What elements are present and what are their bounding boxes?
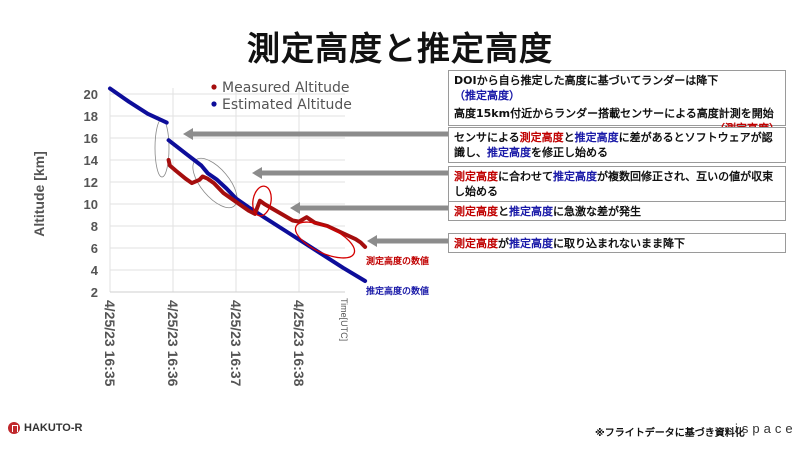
highlight-ellipse-gap xyxy=(252,185,272,217)
page-title: 測定高度と推定高度 xyxy=(247,29,553,68)
callout-text: 高度15km付近からランダー搭載センサーによる高度計測を開始 xyxy=(454,107,774,120)
arrow-head-icon xyxy=(367,235,377,247)
chart-axes: 2 4 6 8 10 12 14 16 18 20 4/25/23 16:35 4/25/23 16:… xyxy=(84,87,349,387)
callout-highlight-measured: 測定高度 xyxy=(454,170,498,183)
measured-altitude-line xyxy=(166,158,368,249)
callout-highlight-measured: 測定高度 xyxy=(454,205,498,218)
y-tick-label: 14 xyxy=(84,153,99,168)
callout-text: が xyxy=(498,237,509,250)
y-tick-label: 18 xyxy=(84,109,98,124)
callout-text: と xyxy=(498,205,509,218)
y-axis-label: Altitude [km] xyxy=(31,151,47,237)
hakuto-emblem-icon xyxy=(8,422,20,434)
y-tick-label: 2 xyxy=(91,285,98,300)
x-tick-label: 4/25/23 16:35 xyxy=(102,300,118,387)
y-tick-label: 12 xyxy=(84,175,98,190)
callout-text: センサによる xyxy=(454,131,520,144)
arrow-head-icon xyxy=(183,128,193,140)
callout-highlight-estimated: 推定高度 xyxy=(509,237,553,250)
ispace-logo: ispace xyxy=(735,421,797,436)
y-tick-label: 4 xyxy=(91,263,99,278)
hakuto-r-logo: HAKUTO-R xyxy=(8,422,82,434)
callout-highlight-estimated: 推定高度 xyxy=(574,131,619,144)
x-tick-label: 4/25/23 16:37 xyxy=(228,300,244,387)
annotation-ellipse xyxy=(154,118,170,178)
estimated-altitude-line xyxy=(108,86,169,125)
callout-text: DOIから自ら推定した高度に基づいてランダーは降下 xyxy=(454,74,719,87)
estimated-line-label: 推定高度の数値 xyxy=(366,287,430,297)
callout-text: が複数回修正され、互いの値が収束し始める xyxy=(454,170,774,198)
callout-highlight-estimated: 推定高度 xyxy=(509,205,553,218)
y-tick-label: 10 xyxy=(84,197,98,212)
callout-highlight-estimated: 推定高度 xyxy=(553,170,597,183)
highlight-ellipse-divergence xyxy=(294,221,356,259)
y-tick-label: 20 xyxy=(84,87,98,102)
callout-highlight-measured: 測定高度 xyxy=(519,131,564,144)
chart-series xyxy=(108,86,368,283)
y-tick-label: 6 xyxy=(91,241,98,256)
callout-highlight-measured: 測定高度 xyxy=(454,237,498,250)
callout-highlight-estimated: （推定高度） xyxy=(454,89,520,102)
callout-text: と xyxy=(563,131,575,144)
callout-text: を修正し始める xyxy=(531,146,608,159)
callout-text: に急激な差が発生 xyxy=(553,205,641,218)
callout-box-descent-start: DOIから自ら推定した高度に基づいてランダーは降下 （推定高度） 高度15km付近… xyxy=(448,70,786,135)
measured-line-label: 測定高度の数値 xyxy=(366,257,430,267)
chart-annotations xyxy=(252,185,356,259)
callout-box-sudden-gap: 測定高度と推定高度に急激な差が発生 xyxy=(448,201,786,221)
legend-label: Estimated Altitude xyxy=(222,97,352,113)
legend-label: Measured Altitude xyxy=(222,80,350,96)
estimated-altitude-line xyxy=(166,138,368,283)
callout-box-diverged-descent: 測定高度が推定高度に取り込まれないまま降下 xyxy=(448,233,786,253)
legend-marker-icon xyxy=(211,101,217,107)
x-tick-label: 4/25/23 16:38 xyxy=(291,300,307,387)
arrow-head-icon xyxy=(252,167,262,179)
callout-box-convergence: 測定高度に合わせて推定高度が複数回修正され、互いの値が収束し始める xyxy=(448,166,786,202)
brand-left-text: HAKUTO-R xyxy=(24,422,83,434)
callout-arrows xyxy=(183,128,448,247)
x-tick-label: 4/25/23 16:36 xyxy=(165,300,181,387)
x-axis-label: Time[UTC] xyxy=(339,298,349,341)
footer-note: ※フライトデータに基づき資料化 xyxy=(595,428,745,439)
legend-marker-icon xyxy=(211,84,217,90)
callout-text: に取り込まれないまま降下 xyxy=(553,237,685,250)
callout-text: に合わせて xyxy=(498,170,553,183)
y-tick-label: 8 xyxy=(91,219,98,234)
callout-box-correction-start: センサによる測定高度と推定高度に差があるとソフトウェアが認識し、推定高度を修正し… xyxy=(448,127,786,163)
y-tick-label: 16 xyxy=(84,131,98,146)
callout-highlight-estimated: 推定高度 xyxy=(487,146,531,159)
callout-text: に差があるとソフトウェアが認識し、 xyxy=(454,131,773,159)
arrow-head-icon xyxy=(290,202,300,214)
